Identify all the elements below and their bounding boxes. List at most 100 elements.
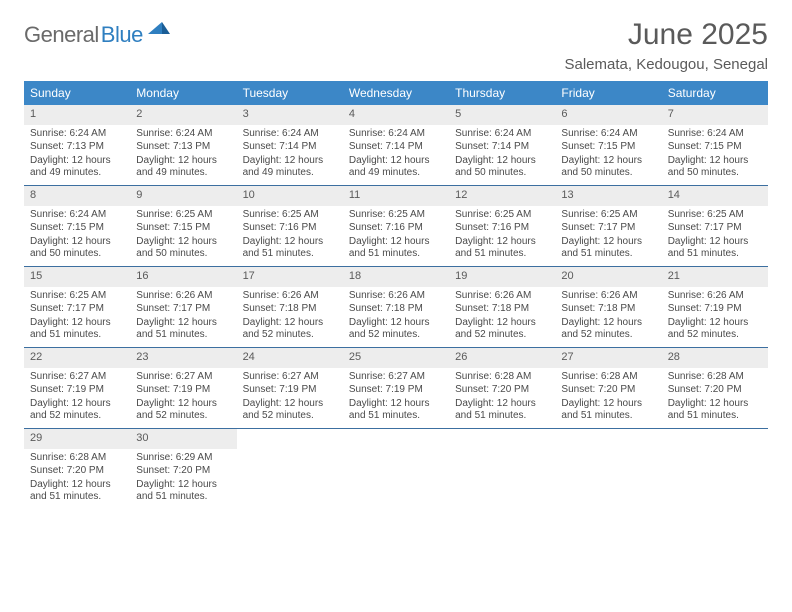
daylight-line: Daylight: 12 hours and 52 minutes. bbox=[349, 317, 443, 342]
sunset-line: Sunset: 7:17 PM bbox=[136, 303, 230, 316]
calendar-page: GeneralBlue June 2025 Salemata, Kedougou… bbox=[0, 0, 792, 527]
day-info: Sunrise: 6:26 AMSunset: 7:18 PMDaylight:… bbox=[449, 290, 555, 342]
sunrise-line: Sunrise: 6:25 AM bbox=[136, 209, 230, 222]
daylight-line: Daylight: 12 hours and 51 minutes. bbox=[136, 317, 230, 342]
day-number: 28 bbox=[662, 348, 768, 368]
day-number: 6 bbox=[555, 105, 661, 125]
calendar-cell: 5 Sunrise: 6:24 AMSunset: 7:14 PMDaylight… bbox=[449, 105, 555, 185]
day-info: Sunrise: 6:25 AMSunset: 7:17 PMDaylight:… bbox=[24, 290, 130, 342]
day-number: 27 bbox=[555, 348, 661, 368]
day-number: 17 bbox=[237, 267, 343, 287]
calendar-cell: 2Sunrise: 6:24 AMSunset: 7:13 PMDaylight… bbox=[130, 105, 236, 185]
daylight-line: Daylight: 12 hours and 52 minutes. bbox=[243, 317, 337, 342]
calendar-cell: 10Sunrise: 6:25 AMSunset: 7:16 PMDayligh… bbox=[237, 186, 343, 266]
logo-mark-icon bbox=[148, 22, 170, 41]
sunset-line: Sunset: 7:15 PM bbox=[668, 141, 762, 154]
sunrise-line: Sunrise: 6:25 AM bbox=[561, 209, 655, 222]
sunrise-line: Sunrise: 6:25 AM bbox=[30, 290, 124, 303]
day-info: Sunrise: 6:28 AMSunset: 7:20 PMDaylight:… bbox=[24, 452, 130, 504]
day-header-sat: Saturday bbox=[662, 81, 768, 105]
sunrise-line: Sunrise: 6:25 AM bbox=[668, 209, 762, 222]
sunrise-line: Sunrise: 6:24 AM bbox=[30, 209, 124, 222]
day-info: Sunrise: 6:25 AMSunset: 7:16 PMDaylight:… bbox=[449, 209, 555, 261]
header: GeneralBlue June 2025 Salemata, Kedougou… bbox=[24, 18, 768, 73]
sunrise-line: Sunrise: 6:26 AM bbox=[561, 290, 655, 303]
calendar-cell: 27 Sunrise: 6:28 AMSunset: 7:20 PMDayligh… bbox=[555, 348, 661, 428]
sunset-line: Sunset: 7:17 PM bbox=[30, 303, 124, 316]
calendar-cell: 15Sunrise: 6:25 AMSunset: 7:17 PMDayligh… bbox=[24, 267, 130, 347]
calendar-cell: 20Sunrise: 6:26 AMSunset: 7:18 PMDayligh… bbox=[555, 267, 661, 347]
day-info: Sunrise: 6:25 AMSunset: 7:17 PMDaylight:… bbox=[662, 209, 768, 261]
daylight-line: Daylight: 12 hours and 51 minutes. bbox=[243, 236, 337, 261]
daylight-line: Daylight: 12 hours and 50 minutes. bbox=[668, 155, 762, 180]
calendar-cell: 8Sunrise: 6:24 AMSunset: 7:15 PMDaylight… bbox=[24, 186, 130, 266]
calendar-cell: 12Sunrise: 6:25 AMSunset: 7:16 PMDayligh… bbox=[449, 186, 555, 266]
sunset-line: Sunset: 7:20 PM bbox=[668, 384, 762, 397]
title-block: June 2025 Salemata, Kedougou, Senegal bbox=[565, 18, 769, 73]
calendar-grid: Sunday Monday Tuesday Wednesday Thursday… bbox=[24, 81, 768, 509]
day-info: Sunrise: 6:24 AMSunset: 7:14 PMDaylight:… bbox=[449, 128, 555, 180]
calendar-cell: 23Sunrise: 6:27 AMSunset: 7:19 PMDayligh… bbox=[130, 348, 236, 428]
calendar-cell bbox=[343, 429, 449, 509]
daylight-line: Daylight: 12 hours and 51 minutes. bbox=[668, 398, 762, 423]
calendar-cell: 1Sunrise: 6:24 AMSunset: 7:13 PMDaylight… bbox=[24, 105, 130, 185]
daylight-line: Daylight: 12 hours and 52 minutes. bbox=[561, 317, 655, 342]
sunrise-line: Sunrise: 6:26 AM bbox=[243, 290, 337, 303]
sunset-line: Sunset: 7:18 PM bbox=[349, 303, 443, 316]
location-subtitle: Salemata, Kedougou, Senegal bbox=[565, 56, 769, 73]
sunrise-line: Sunrise: 6:26 AM bbox=[136, 290, 230, 303]
sunset-line: Sunset: 7:17 PM bbox=[561, 222, 655, 235]
sunrise-line: Sunrise: 6:28 AM bbox=[455, 371, 549, 384]
calendar-cell: 7Sunrise: 6:24 AMSunset: 7:15 PMDaylight… bbox=[662, 105, 768, 185]
sunrise-line: Sunrise: 6:24 AM bbox=[668, 128, 762, 141]
day-info: Sunrise: 6:24 AMSunset: 7:14 PMDaylight:… bbox=[237, 128, 343, 180]
logo-text-blue: Blue bbox=[101, 22, 143, 48]
sunrise-line: Sunrise: 6:24 AM bbox=[561, 128, 655, 141]
day-info: Sunrise: 6:24 AMSunset: 7:15 PMDaylight:… bbox=[555, 128, 661, 180]
sunset-line: Sunset: 7:16 PM bbox=[349, 222, 443, 235]
daylight-line: Daylight: 12 hours and 51 minutes. bbox=[30, 479, 124, 504]
calendar-cell: 17Sunrise: 6:26 AMSunset: 7:18 PMDayligh… bbox=[237, 267, 343, 347]
day-info: Sunrise: 6:25 AMSunset: 7:16 PMDaylight:… bbox=[237, 209, 343, 261]
week-row: 8Sunrise: 6:24 AMSunset: 7:15 PMDaylight… bbox=[24, 186, 768, 267]
sunset-line: Sunset: 7:20 PM bbox=[561, 384, 655, 397]
sunrise-line: Sunrise: 6:27 AM bbox=[349, 371, 443, 384]
day-info: Sunrise: 6:27 AMSunset: 7:19 PMDaylight:… bbox=[237, 371, 343, 423]
sunset-line: Sunset: 7:19 PM bbox=[349, 384, 443, 397]
day-number: 1 bbox=[24, 105, 130, 125]
day-header-sun: Sunday bbox=[24, 81, 130, 105]
sunset-line: Sunset: 7:18 PM bbox=[455, 303, 549, 316]
day-info: Sunrise: 6:28 AMSunset: 7:20 PMDaylight:… bbox=[449, 371, 555, 423]
calendar-cell: 16 Sunrise: 6:26 AMSunset: 7:17 PMDayligh… bbox=[130, 267, 236, 347]
weeks-container: 1Sunrise: 6:24 AMSunset: 7:13 PMDaylight… bbox=[24, 105, 768, 509]
calendar-cell: 24Sunrise: 6:27 AMSunset: 7:19 PMDayligh… bbox=[237, 348, 343, 428]
daylight-line: Daylight: 12 hours and 50 minutes. bbox=[136, 236, 230, 261]
day-header-fri: Friday bbox=[555, 81, 661, 105]
day-number: 16 bbox=[130, 267, 236, 287]
sunrise-line: Sunrise: 6:28 AM bbox=[30, 452, 124, 465]
sunset-line: Sunset: 7:16 PM bbox=[243, 222, 337, 235]
sunset-line: Sunset: 7:16 PM bbox=[455, 222, 549, 235]
day-info: Sunrise: 6:25 AMSunset: 7:15 PMDaylight:… bbox=[130, 209, 236, 261]
day-number: 30 bbox=[130, 429, 236, 449]
calendar-cell: 13Sunrise: 6:25 AMSunset: 7:17 PMDayligh… bbox=[555, 186, 661, 266]
calendar-cell: 28Sunrise: 6:28 AMSunset: 7:20 PMDayligh… bbox=[662, 348, 768, 428]
daylight-line: Daylight: 12 hours and 49 minutes. bbox=[30, 155, 124, 180]
sunset-line: Sunset: 7:13 PM bbox=[136, 141, 230, 154]
day-number: 5 bbox=[449, 105, 555, 125]
day-header-wed: Wednesday bbox=[343, 81, 449, 105]
day-info: Sunrise: 6:24 AMSunset: 7:15 PMDaylight:… bbox=[662, 128, 768, 180]
sunrise-line: Sunrise: 6:26 AM bbox=[349, 290, 443, 303]
logo: GeneralBlue bbox=[24, 22, 170, 48]
sunrise-line: Sunrise: 6:24 AM bbox=[455, 128, 549, 141]
calendar-cell: 4Sunrise: 6:24 AMSunset: 7:14 PMDaylight… bbox=[343, 105, 449, 185]
daylight-line: Daylight: 12 hours and 51 minutes. bbox=[136, 479, 230, 504]
calendar-cell bbox=[237, 429, 343, 509]
day-number: 20 bbox=[555, 267, 661, 287]
sunset-line: Sunset: 7:13 PM bbox=[30, 141, 124, 154]
sunset-line: Sunset: 7:19 PM bbox=[668, 303, 762, 316]
day-info: Sunrise: 6:28 AMSunset: 7:20 PMDaylight:… bbox=[555, 371, 661, 423]
calendar-cell bbox=[662, 429, 768, 509]
calendar-cell: 11Sunrise: 6:25 AMSunset: 7:16 PMDayligh… bbox=[343, 186, 449, 266]
daylight-line: Daylight: 12 hours and 52 minutes. bbox=[30, 398, 124, 423]
